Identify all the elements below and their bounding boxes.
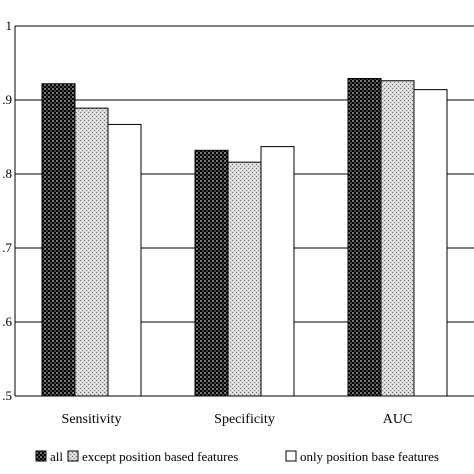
bars bbox=[41, 78, 448, 397]
axes bbox=[14, 26, 474, 397]
legend-label: except position based features bbox=[82, 449, 238, 464]
y-tick-label: .5 bbox=[2, 388, 12, 403]
legend-label: all bbox=[50, 449, 63, 464]
bar-sensitivity-series-1 bbox=[41, 83, 76, 397]
legend-label: only position base features bbox=[300, 449, 439, 464]
x-category-label: AUC bbox=[383, 412, 413, 427]
bar-sensitivity-series-3 bbox=[107, 123, 142, 397]
y-tick-label: .7 bbox=[2, 240, 12, 255]
y-tick-label: .9 bbox=[2, 92, 12, 107]
bar-auc-series-1 bbox=[347, 78, 382, 397]
category-labels: Sensitivity Specificity AUC bbox=[62, 412, 413, 427]
legend-swatch bbox=[285, 450, 297, 462]
bar-auc-series-3 bbox=[413, 89, 448, 397]
legend-swatch bbox=[67, 450, 79, 462]
legend: all except position based features only po… bbox=[35, 449, 439, 464]
x-category-label: Sensitivity bbox=[62, 412, 122, 427]
bar-auc-series-2 bbox=[380, 80, 415, 397]
bar-sensitivity-series-2 bbox=[74, 107, 109, 397]
y-tick-label: .6 bbox=[2, 314, 12, 329]
legend-swatch bbox=[35, 450, 47, 462]
y-tick-labels: .5 .6 .7 .8 .9 1 bbox=[2, 18, 12, 403]
bar-specificity-series-1 bbox=[194, 149, 229, 397]
bar-specificity-series-2 bbox=[227, 161, 262, 397]
y-tick-label: .8 bbox=[2, 166, 12, 181]
bar-specificity-series-3 bbox=[260, 146, 295, 397]
x-category-label: Specificity bbox=[214, 412, 275, 427]
y-tick-label: 1 bbox=[6, 18, 13, 33]
